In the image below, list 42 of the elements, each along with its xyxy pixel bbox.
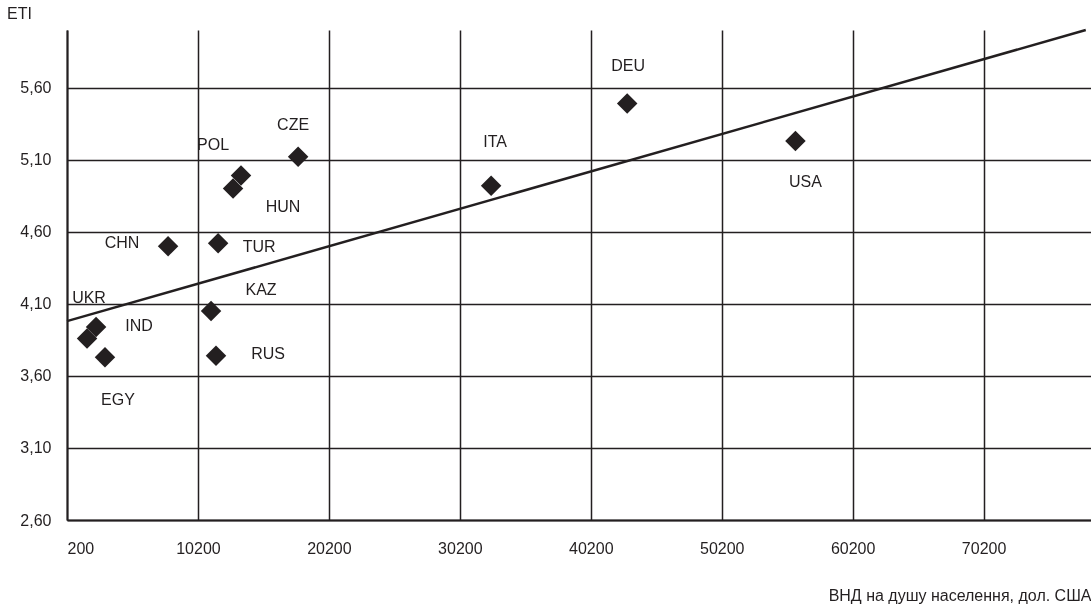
point — [205, 345, 227, 366]
annotation: ITA — [483, 132, 508, 150]
x-tick-label: 200 — [67, 539, 95, 557]
y-tick-label: 5,60 — [20, 79, 52, 97]
point — [207, 233, 229, 254]
point — [76, 328, 98, 349]
y-tick-label: 4,60 — [20, 223, 52, 241]
annotation: UKR — [72, 289, 106, 307]
point — [157, 235, 179, 257]
y-tick-label: 3,10 — [20, 439, 52, 457]
annotation: IND — [125, 316, 153, 334]
point — [785, 130, 806, 152]
point — [287, 146, 309, 168]
annotation: USA — [789, 172, 823, 190]
annotation: KAZ — [245, 281, 277, 299]
point — [200, 300, 222, 322]
x-tick-label: 40200 — [569, 539, 614, 557]
annotation: DEU — [611, 56, 646, 74]
x-tick-label: 30200 — [438, 539, 483, 557]
annotation: RUS — [251, 344, 285, 362]
point — [480, 175, 502, 196]
point — [222, 178, 244, 199]
y-axis-title: ETI — [7, 4, 32, 22]
annotation: EGY — [101, 391, 136, 409]
point — [230, 165, 252, 186]
x-tick-label: 60200 — [830, 539, 876, 557]
annotation: CZE — [277, 115, 310, 133]
y-tick-label: 5,10 — [20, 151, 52, 169]
y-tick-label: 3,60 — [20, 367, 52, 385]
annotation: HUN — [265, 197, 301, 215]
x-tick-label: 50200 — [699, 539, 745, 557]
annotation: TUR — [242, 238, 276, 256]
annotation: CHN — [104, 234, 140, 252]
y-tick-label: 4,10 — [20, 295, 52, 313]
point — [616, 93, 638, 114]
point — [94, 346, 116, 368]
x-tick-label: 70200 — [961, 539, 1007, 557]
x-axis-title: ВНД на душу населення, дол. США — [828, 586, 1091, 604]
point — [85, 316, 107, 338]
x-tick-label: 20200 — [307, 539, 352, 557]
x-tick-label: 10200 — [176, 539, 221, 557]
y-tick-label: 2,60 — [20, 511, 52, 529]
